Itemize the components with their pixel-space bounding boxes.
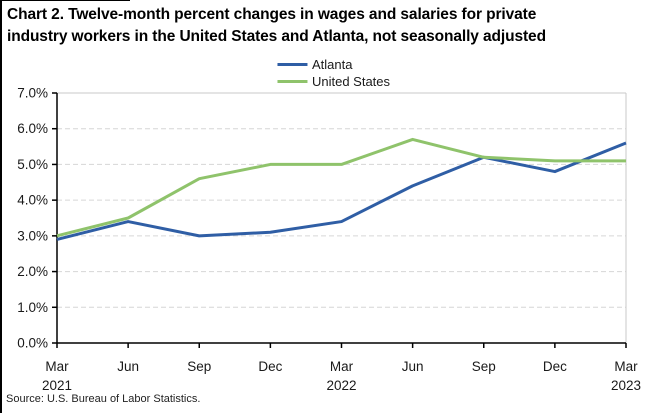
legend-label-united-states: United States: [311, 74, 391, 89]
legend-item-atlanta: Atlanta: [276, 56, 353, 73]
x-tick-label: Jun: [117, 359, 139, 374]
x-tick-label: Mar: [330, 359, 354, 374]
y-tick-label: 2.0%: [17, 264, 48, 279]
legend: Atlanta United States: [276, 56, 391, 90]
y-tick-label: 4.0%: [17, 193, 48, 208]
x-tick-label: Mar: [45, 359, 69, 374]
source-note: Source: U.S. Bureau of Labor Statistics.: [6, 393, 201, 405]
line-chart: 0.0% 1.0% 2.0% 3.0% 4.0% 5.0% 6.0% 7.0% Mar 2021 J…: [17, 86, 641, 394]
y-tick-label: 1.0%: [17, 300, 48, 315]
y-tick-label: 7.0%: [17, 86, 48, 101]
y-tick-label: 3.0%: [17, 228, 48, 243]
y-tick-label: 5.0%: [17, 157, 48, 172]
chart-title-line1: Chart 2. Twelve-month percent changes in…: [7, 6, 537, 23]
x-tick-year-label: 2022: [326, 378, 356, 393]
atlanta-line-swatch: [276, 63, 307, 66]
x-tick-label: Dec: [258, 359, 282, 374]
x-tick-year-label: 2023: [611, 378, 641, 393]
series-line-united-states: [56, 137, 626, 238]
x-tick-label: Jun: [402, 359, 424, 374]
series-line-atlanta: [56, 141, 627, 241]
legend-label-atlanta: Atlanta: [311, 57, 353, 72]
x-tick-label: Sep: [187, 359, 211, 374]
chart-title-line2: industry workers in the United States an…: [7, 27, 546, 45]
x-tick-label: Sep: [472, 359, 496, 374]
x-tick-label: Dec: [543, 359, 567, 374]
legend-item-united-states: United States: [276, 73, 391, 90]
y-tick-label: 0.0%: [17, 336, 48, 351]
screenshot-top-border: [0, 0, 130, 1]
y-tick-label: 6.0%: [17, 121, 48, 136]
screenshot-left-border: [0, 0, 2, 413]
chart-title: Chart 2. Twelve-month percent changes in…: [7, 4, 663, 47]
x-tick-label: Mar: [614, 359, 638, 374]
x-tick-year-label: 2021: [42, 378, 72, 393]
united-states-line-swatch: [276, 80, 307, 83]
